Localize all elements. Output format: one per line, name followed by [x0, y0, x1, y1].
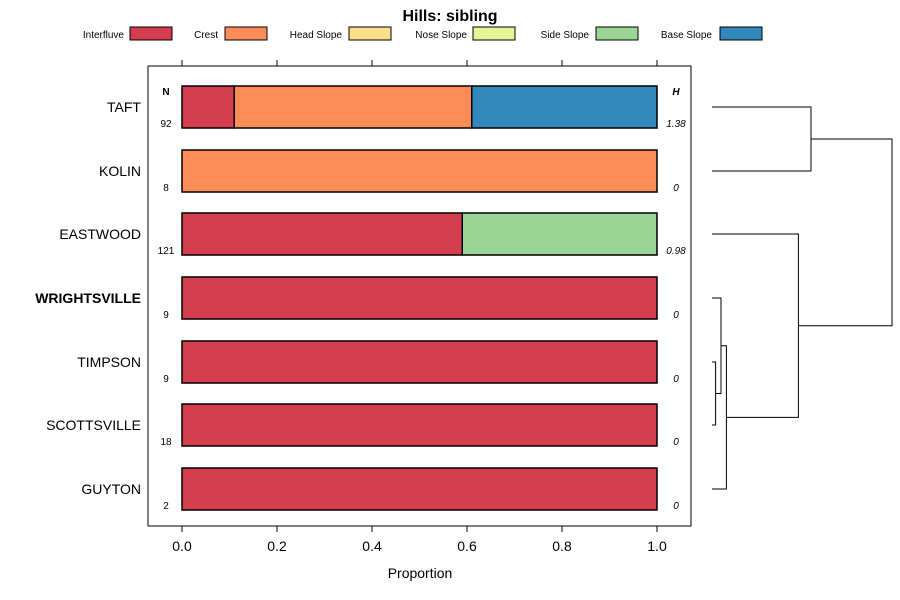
- plot-frame: [147, 65, 692, 527]
- n-value: 9: [163, 310, 169, 321]
- x-tick-label: 1.0: [647, 538, 667, 554]
- legend-label-head-slope: Head Slope: [290, 30, 343, 41]
- category-label-timpson: TIMPSON: [77, 354, 141, 370]
- bar-taft-interfluve: [181, 85, 235, 129]
- x-tick-label: 0.4: [362, 538, 382, 554]
- bar-timpson-interfluve: [181, 340, 658, 384]
- n-value: 121: [158, 246, 175, 257]
- n-value: 92: [160, 119, 172, 130]
- dendrogram: [712, 106, 893, 490]
- row-timpson: TIMPSON 9 0: [77, 340, 679, 385]
- x-axis-label: Proportion: [388, 565, 453, 581]
- top-axis-ticks: [181, 60, 658, 66]
- dendrogram-branch: [712, 361, 717, 426]
- h-value: 0: [673, 501, 679, 512]
- bar-eastwood-interfluve: [181, 212, 463, 256]
- category-label-wrightsville: WRIGHTSVILLE: [35, 290, 141, 306]
- legend: Interfluve Crest Head Slope Nose Slope Side …: [83, 26, 763, 41]
- x-tick-label: 0.8: [552, 538, 572, 554]
- legend-swatch-crest: [224, 26, 268, 41]
- chart-title: Hills: sibling: [402, 8, 497, 25]
- row-scottsville: SCOTTSVILLE 18 0: [46, 403, 679, 448]
- category-label-scottsville: SCOTTSVILLE: [46, 417, 141, 433]
- n-value: 8: [163, 183, 169, 194]
- category-label-taft: TAFT: [107, 99, 141, 115]
- row-kolin: KOLIN 8 0: [99, 149, 679, 194]
- h-value: 0: [673, 437, 679, 448]
- dendrogram-branch: [712, 345, 727, 490]
- row-taft: TAFT 92 1.38: [107, 85, 686, 130]
- legend-swatch-interfluve: [129, 26, 173, 41]
- bar-taft-crest: [233, 85, 473, 129]
- dendrogram-branch: [712, 106, 812, 172]
- legend-swatch-side-slope: [595, 26, 639, 41]
- h-value: 1.38: [666, 119, 686, 130]
- h-value: 0: [673, 183, 679, 194]
- x-tick-label: 0.2: [267, 538, 287, 554]
- row-guyton: GUYTON 2 0: [81, 467, 679, 512]
- n-value: 18: [160, 437, 172, 448]
- bar-wrightsville-interfluve: [181, 276, 658, 320]
- legend-label-interfluve: Interfluve: [83, 30, 125, 41]
- h-value: 0: [673, 374, 679, 385]
- dendrogram-branch: [798, 138, 893, 327]
- bottom-axis: 0.0 0.2 0.4 0.6 0.8 1.0: [172, 526, 667, 554]
- legend-swatch-nose-slope: [472, 26, 516, 41]
- dendrogram-branch: [712, 233, 799, 418]
- n-value: 2: [163, 501, 169, 512]
- h-value: 0.98: [666, 246, 686, 257]
- legend-label-nose-slope: Nose Slope: [415, 30, 467, 41]
- legend-swatch-head-slope: [348, 26, 392, 41]
- bar-guyton-interfluve: [181, 467, 658, 511]
- bar-eastwood-side-slope: [461, 212, 658, 256]
- x-tick-label: 0.6: [457, 538, 477, 554]
- n-value: 9: [163, 374, 169, 385]
- category-label-eastwood: EASTWOOD: [59, 226, 141, 242]
- legend-label-base-slope: Base Slope: [661, 30, 713, 41]
- legend-swatch-base-slope: [719, 26, 763, 41]
- row-wrightsville: WRIGHTSVILLE 9 0: [35, 276, 679, 321]
- legend-label-side-slope: Side Slope: [541, 30, 590, 41]
- n-column-header: N: [162, 87, 169, 98]
- h-column-header: H: [672, 87, 680, 98]
- legend-label-crest: Crest: [194, 30, 218, 41]
- category-label-guyton: GUYTON: [81, 481, 141, 497]
- bar-kolin-crest: [181, 149, 658, 193]
- dendrogram-branch: [712, 297, 722, 394]
- row-eastwood: EASTWOOD 121 0.98: [59, 212, 686, 257]
- bar-taft-base-slope: [471, 85, 658, 129]
- h-value: 0: [673, 310, 679, 321]
- bar-scottsville-interfluve: [181, 403, 658, 447]
- category-label-kolin: KOLIN: [99, 163, 141, 179]
- x-tick-label: 0.0: [172, 538, 192, 554]
